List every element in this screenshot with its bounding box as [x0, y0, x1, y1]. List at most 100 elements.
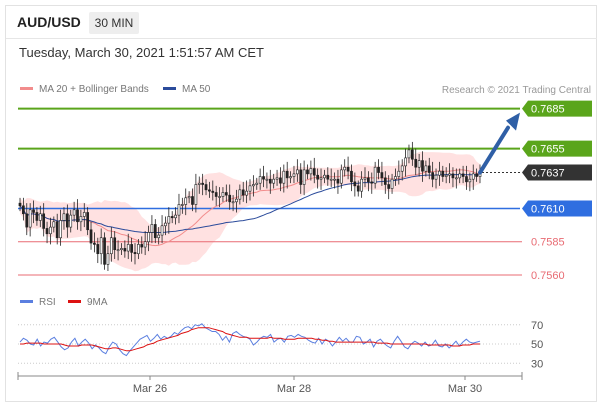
candle-body [333, 178, 336, 181]
candle [448, 163, 451, 184]
candle-body [69, 214, 73, 228]
candle-body [49, 226, 52, 235]
candle [265, 172, 269, 189]
candle [339, 164, 343, 189]
candle-body [444, 174, 448, 177]
candle-body [194, 184, 198, 205]
candle-body [377, 166, 380, 173]
candle-body [167, 216, 171, 224]
candle-body [411, 149, 414, 160]
candle [130, 237, 133, 262]
candle-body [123, 248, 127, 252]
candle [106, 245, 110, 272]
x-tick-label: Mar 30 [448, 383, 482, 395]
candle-body [471, 173, 475, 180]
candle-body [252, 184, 255, 187]
candle [461, 165, 465, 184]
candle [181, 197, 184, 214]
candle-body [326, 174, 330, 180]
candle [157, 227, 161, 245]
candle [191, 188, 194, 212]
candle [116, 240, 120, 261]
candle-body [177, 204, 181, 216]
candle [82, 203, 86, 228]
candle [96, 237, 100, 264]
candle [367, 171, 370, 192]
level-label-0.7655: 0.7655 [531, 144, 565, 156]
x-tick-label: Mar 26 [133, 383, 167, 395]
candle-body [55, 221, 59, 239]
candle-body [231, 201, 235, 204]
candle [194, 173, 198, 213]
candle [211, 180, 215, 201]
candle [187, 191, 191, 204]
candle-body [150, 224, 154, 233]
candle [109, 227, 113, 262]
candle-body [356, 185, 360, 192]
candle [174, 207, 177, 225]
bollinger-band [20, 151, 480, 272]
candle [69, 209, 73, 233]
level-label-0.7637: 0.7637 [531, 168, 565, 180]
candle [465, 165, 468, 190]
candle-body [93, 242, 96, 245]
candle-body [394, 176, 397, 180]
candle-body [262, 176, 265, 180]
candle [279, 167, 282, 192]
candle [438, 161, 441, 186]
candle-body [76, 209, 79, 223]
candle-body [360, 178, 363, 192]
rsi-line [19, 323, 481, 357]
candle [22, 197, 25, 221]
candle-body [241, 189, 245, 196]
candle-body [258, 176, 262, 184]
candle-body [187, 196, 191, 199]
candle-body [109, 237, 113, 255]
candle [55, 213, 59, 245]
chart-panel [5, 5, 597, 402]
candle [411, 141, 414, 166]
candle-body [170, 216, 174, 219]
candle-body [59, 220, 62, 239]
candle [289, 171, 292, 184]
candle [86, 207, 89, 236]
candle [160, 215, 164, 244]
candle [38, 205, 42, 228]
timeframe-badge[interactable]: 30 MIN [89, 12, 139, 34]
candle-body [434, 174, 438, 180]
candle [471, 164, 475, 190]
level-tag-0.7637 [522, 164, 592, 181]
candle-body [174, 214, 177, 219]
legend-9ma-label: 9MA [87, 297, 108, 308]
candle-body [353, 181, 357, 187]
candle [431, 161, 434, 188]
candle [208, 181, 211, 198]
candle-body [28, 209, 32, 228]
candle [292, 165, 296, 184]
legend-ma50: MA 50 [163, 84, 210, 95]
candle [306, 164, 309, 180]
candle-body [79, 216, 83, 223]
candle-body [454, 177, 458, 180]
candle [197, 176, 201, 194]
candle-body [414, 158, 418, 168]
candle-body [221, 192, 225, 197]
candle [224, 184, 228, 202]
candle-body [407, 149, 411, 159]
candle-body [62, 213, 66, 221]
candle-body [160, 225, 164, 236]
rsi-ma-line [20, 327, 480, 352]
candle-body [272, 178, 276, 184]
candle-body [32, 209, 35, 213]
candle-body [400, 165, 404, 172]
candle-body [275, 177, 279, 180]
candle [28, 203, 32, 237]
candle [468, 172, 472, 192]
level-label-0.7685: 0.7685 [531, 104, 565, 116]
candle-body [133, 252, 137, 255]
candle [282, 164, 286, 193]
candle-body [448, 173, 451, 176]
candle [272, 173, 276, 189]
candle [326, 167, 330, 186]
candle-body [147, 232, 150, 243]
